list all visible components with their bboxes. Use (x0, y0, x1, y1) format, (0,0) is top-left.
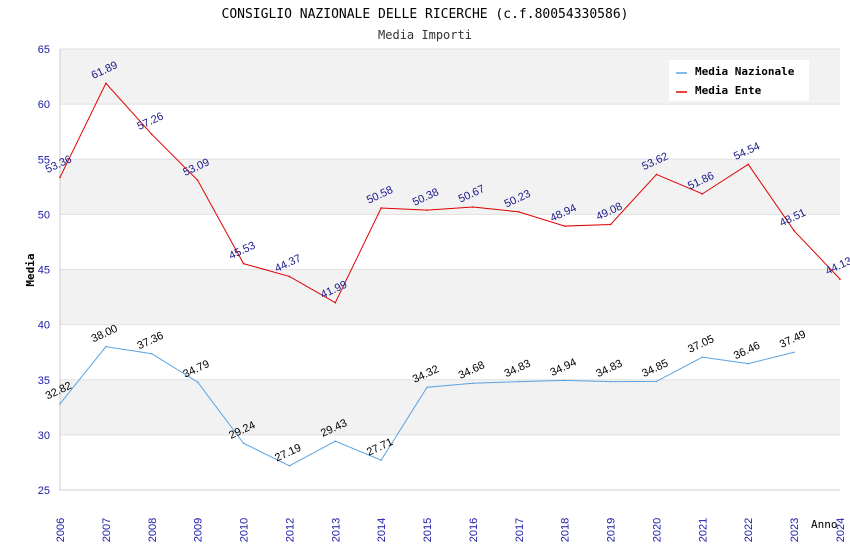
x-tick-label: 2016 (468, 518, 480, 542)
y-tick-label: 50 (38, 209, 50, 221)
x-tick-label: 2017 (514, 518, 526, 542)
x-tick-label: 2006 (55, 518, 67, 542)
grid-band (60, 159, 840, 215)
data-point (655, 173, 658, 176)
legend: Media Nazionale Media Ente (669, 60, 809, 101)
data-point (334, 440, 337, 442)
series-lines (59, 82, 841, 467)
legend-box (669, 60, 809, 101)
data-point (793, 351, 795, 354)
data-point (793, 230, 795, 232)
data-point (426, 209, 428, 211)
data-point (334, 301, 337, 304)
data-point (655, 380, 658, 383)
data-point (563, 379, 566, 382)
x-tick-label: 2012 (284, 518, 296, 542)
grid-bands (60, 49, 840, 490)
data-point (426, 386, 428, 389)
data-point (472, 206, 474, 208)
x-axis-ticks: 2006 2007 2008 2009 2010 2012 2013 2014 2015 2016… (55, 518, 847, 542)
series-line-media-ente (59, 82, 841, 304)
data-point (59, 402, 61, 405)
data-point (105, 345, 107, 348)
data-point (288, 465, 291, 467)
grid-band (60, 214, 840, 270)
y-tick-label: 30 (38, 430, 50, 442)
grid-lines (59, 48, 840, 491)
data-point (839, 278, 841, 280)
x-tick-label: 2021 (697, 518, 709, 542)
data-point (196, 381, 199, 383)
grid-band (60, 269, 840, 325)
legend-label-media-nazionale: Media Nazionale (695, 65, 795, 78)
data-point (747, 163, 750, 166)
x-tick-label: 2023 (789, 518, 801, 542)
data-point (518, 380, 520, 383)
data-point (472, 382, 474, 385)
y-tick-label: 55 (38, 154, 50, 166)
x-tick-label: 2013 (330, 518, 342, 542)
grid-band (60, 324, 840, 380)
data-point (701, 193, 704, 195)
data-point (701, 356, 704, 358)
x-tick-label: 2019 (606, 518, 618, 542)
data-point (609, 223, 612, 226)
x-tick-label: 2010 (239, 518, 251, 542)
x-tick-label: 2014 (376, 518, 388, 542)
x-tick-label: 2020 (651, 518, 663, 542)
data-point (747, 362, 750, 365)
y-tick-label: 65 (38, 44, 50, 56)
x-axis-label: Anno (811, 518, 838, 531)
x-tick-label: 2009 (193, 518, 205, 542)
data-point (380, 207, 382, 209)
x-tick-label: 2018 (560, 518, 572, 542)
data-point (105, 82, 107, 85)
data-point (196, 179, 199, 182)
y-axis-ticks: 25 30 35 40 45 50 55 60 65 (38, 44, 50, 497)
chart-title: CONSIGLIO NAZIONALE DELLE RICERCHE (c.f.… (222, 7, 629, 22)
data-point (59, 176, 61, 179)
data-point (563, 225, 566, 227)
y-tick-label: 40 (38, 320, 50, 332)
data-point (150, 352, 153, 355)
data-point (288, 275, 291, 278)
x-tick-label: 2024 (835, 518, 847, 542)
x-tick-label: 2008 (147, 518, 159, 542)
data-point (518, 211, 520, 213)
grid-band (60, 434, 840, 490)
y-tick-label: 60 (38, 99, 50, 111)
grid-band (60, 104, 840, 160)
data-point (380, 459, 382, 461)
y-tick-label: 45 (38, 265, 50, 277)
grid-band (60, 379, 840, 435)
y-tick-label: 25 (38, 485, 50, 497)
data-point (150, 133, 153, 136)
chart-subtitle: Media Importi (378, 28, 472, 42)
data-point (242, 262, 245, 265)
x-tick-label: 2007 (101, 518, 113, 542)
x-tick-label: 2022 (743, 518, 755, 542)
legend-label-media-ente: Media Ente (695, 84, 762, 97)
x-tick-label: 2015 (422, 518, 434, 542)
data-point (242, 442, 245, 445)
data-point (609, 380, 612, 383)
y-tick-label: 35 (38, 375, 50, 387)
y-axis-label: Media (24, 253, 37, 286)
